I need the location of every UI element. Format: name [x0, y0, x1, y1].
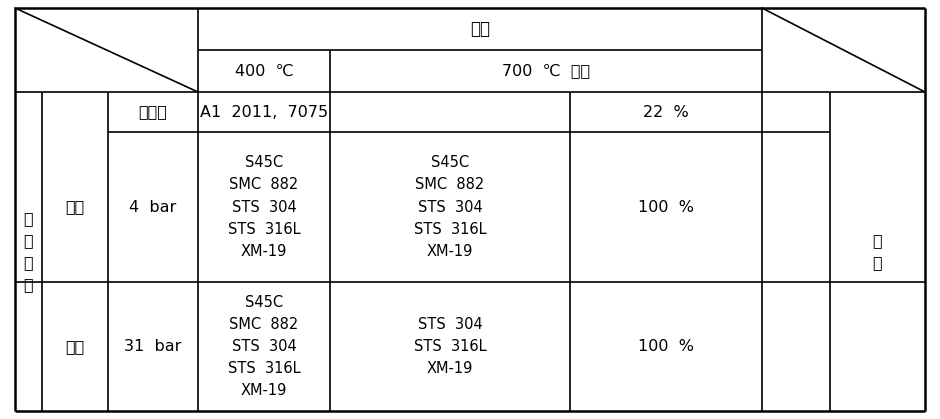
Text: 고압: 고압: [66, 339, 85, 354]
Text: A1  2011,  7075: A1 2011, 7075: [200, 104, 328, 119]
Text: 22  %: 22 %: [643, 104, 689, 119]
Text: 400  ℃: 400 ℃: [235, 64, 293, 78]
Text: 100  %: 100 %: [638, 339, 694, 354]
Text: STS  304
STS  316L
XM-19: STS 304 STS 316L XM-19: [414, 317, 486, 376]
Text: S45C
SMC  882
STS  304
STS  316L
XM-19: S45C SMC 882 STS 304 STS 316L XM-19: [227, 295, 300, 398]
Text: 4  bar: 4 bar: [130, 199, 177, 215]
Text: 700  ℃  이상: 700 ℃ 이상: [502, 64, 590, 78]
Text: 100  %: 100 %: [638, 199, 694, 215]
Text: 대기압: 대기압: [138, 104, 167, 119]
Text: S45C
SMC  882
STS  304
STS  316L
XM-19: S45C SMC 882 STS 304 STS 316L XM-19: [227, 155, 300, 259]
Text: 저압: 저압: [66, 199, 85, 215]
Text: S45C
SMC  882
STS  304
STS  316L
XM-19: S45C SMC 882 STS 304 STS 316L XM-19: [414, 155, 486, 259]
Text: 31  bar: 31 bar: [124, 339, 181, 354]
Text: 온도: 온도: [470, 20, 490, 38]
Text: 압
력
복
합: 압 력 복 합: [24, 211, 33, 292]
Text: 농
도: 농 도: [872, 233, 883, 270]
